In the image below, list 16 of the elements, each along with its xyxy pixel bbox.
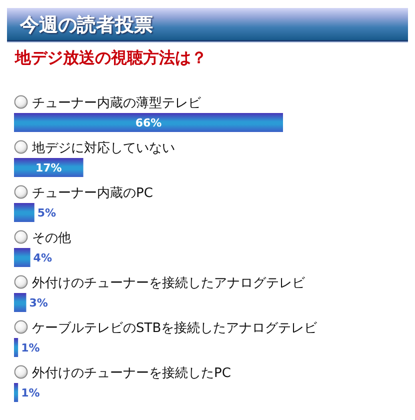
data-label: 4% [33, 252, 52, 264]
data-label: 1% [21, 386, 40, 400]
category-label: その他 [32, 231, 71, 246]
category-label: チューナー内蔵の薄型テレビ [32, 96, 201, 111]
data-label: 1% [21, 342, 40, 354]
subtitle: 地デジ放送の視聴方法は？ [15, 48, 207, 67]
category-label: 外付けのチューナーを接続したアナログテレビ [32, 276, 305, 291]
category-label: 地デジに対応していない [32, 141, 175, 156]
category-label: 外付けのチューナーを接続したPC [32, 366, 231, 381]
category-label: チューナー内蔵のPC [32, 186, 153, 201]
data-label: 17% [35, 162, 62, 174]
data-label: 3% [29, 296, 48, 310]
title: 今週の読者投票 [20, 14, 153, 36]
data-label: 5% [37, 206, 56, 220]
data-label: 66% [135, 116, 162, 130]
category-label: ケーブルテレビのSTBを接続したアナログテレビ [32, 321, 318, 336]
